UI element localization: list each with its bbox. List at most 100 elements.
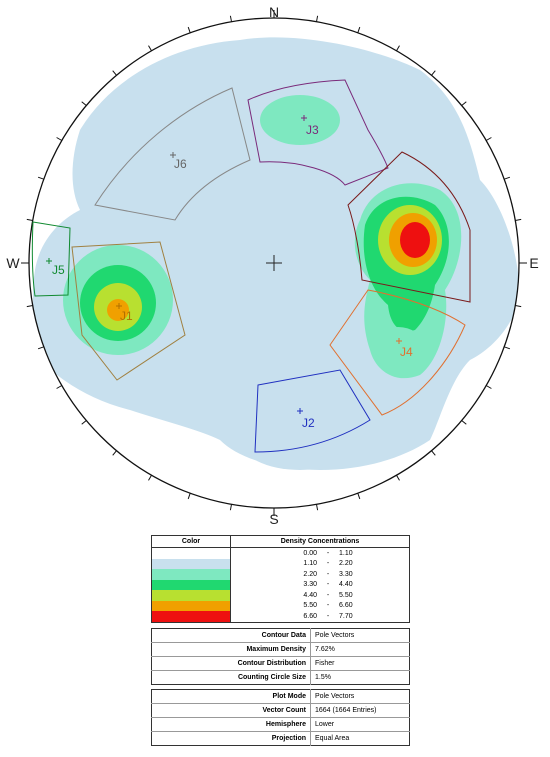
density-range-dash: - [326, 581, 330, 589]
azimuth-tick [37, 176, 44, 180]
azimuth-tick [112, 70, 117, 76]
contour-level-6 [400, 222, 430, 258]
azimuth-tick [112, 450, 117, 456]
window-j1 [71, 241, 186, 381]
density-range: 4.40 - 5.50 [231, 590, 410, 601]
density-column-header: Density Concentrations [230, 535, 410, 548]
density-swatch-cell [151, 569, 231, 580]
set-label-j1: J1 [120, 309, 133, 323]
info-value: Lower [310, 717, 410, 732]
info-value: Equal Area [315, 735, 350, 742]
density-range-from: 0.00 [303, 549, 317, 557]
azimuth-tick [81, 101, 87, 106]
info-key: Hemisphere [151, 717, 311, 732]
compass-east: E [529, 255, 538, 271]
compass-west: W [6, 255, 20, 271]
window-j4 [329, 289, 466, 416]
density-legend-row: 2.20 - 3.30 [151, 569, 410, 580]
color-column-header: Color [151, 535, 231, 548]
azimuth-ticks [21, 10, 527, 516]
density-legend-row: 1.10 - 2.20 [151, 558, 410, 570]
density-range: 0.00 - 1.10 [231, 548, 410, 559]
azimuth-tick [148, 474, 152, 481]
density-swatch-cell [151, 611, 231, 622]
density-range-dash: - [326, 570, 330, 578]
info-row: Plot Mode Pole Vectors [151, 689, 410, 704]
density-range-from: 3.30 [303, 581, 317, 589]
density-range-dash: - [326, 560, 330, 568]
azimuth-tick [396, 45, 400, 52]
density-color-swatch [152, 590, 230, 601]
azimuth-tick [485, 385, 492, 389]
azimuth-tick [56, 385, 63, 389]
info-value: 1.5% [315, 674, 331, 681]
info-value: Pole Vectors [310, 689, 410, 704]
azimuth-tick [229, 15, 232, 22]
window-j2 [254, 369, 371, 453]
density-contours [32, 37, 519, 470]
density-legend-header: Color Density Concentrations [151, 535, 410, 548]
info-key: Maximum Density [151, 642, 311, 657]
info-key: Projection [151, 731, 311, 746]
compass-north: N [269, 4, 279, 20]
density-legend-table: Color Density Concentrations 0.00-1.10 1.… [151, 535, 410, 623]
density-range: 1.10 - 2.20 [231, 559, 410, 570]
azimuth-tick [37, 346, 44, 350]
center-cross [266, 255, 282, 271]
azimuth-tick [26, 305, 33, 308]
density-swatch-cell [151, 579, 231, 590]
plot-info-table: Plot Mode Pole Vectors Vector Count 1664 (1… [151, 689, 410, 746]
azimuth-tick [504, 346, 511, 350]
density-range: 5.50 - 6.60 [231, 601, 410, 612]
azimuth-tick [504, 176, 511, 180]
info-row: Vector Count 1664 (1664 Entries) [151, 703, 410, 718]
set-j3: J3 [301, 115, 319, 137]
density-swatch-cell [151, 558, 231, 569]
window-j5 [31, 221, 71, 297]
joint-set-labels: J1 J2 J3 J4 J5 J6 [46, 115, 413, 430]
info-value: Fisher [310, 656, 410, 671]
info-row: Contour Data Pole Vectors [151, 628, 410, 643]
density-range-from: 2.20 [303, 570, 317, 578]
azimuth-tick [26, 218, 33, 221]
density-range-dash: - [326, 591, 330, 599]
set-label-j5: J5 [52, 263, 65, 277]
density-color-swatch [152, 600, 230, 611]
info-value: 7.62% [310, 642, 410, 657]
set-j1: J1 [116, 303, 133, 323]
set-label-j6: J6 [174, 157, 187, 171]
density-range-to: 5.50 [339, 591, 353, 599]
azimuth-tick [229, 504, 232, 511]
density-range-to: 7.70 [339, 612, 353, 620]
density-range: 6.60 - 7.70 [231, 611, 410, 622]
info-row: Contour Distribution Fisher [151, 656, 410, 671]
info-row: Counting Circle Size 1.5% [151, 670, 410, 685]
density-legend-row: 4.40 - 5.50 [151, 590, 410, 601]
density-range-to: 6.60 [339, 602, 353, 610]
density-range: 2.20 - 3.30 [231, 569, 410, 580]
set-j6: J6 [170, 152, 187, 171]
density-color-swatch [152, 611, 230, 622]
info-row: Projection Equal Area [151, 731, 410, 746]
stereonet-plot: N S E W J1 J2 J3 J4 J5 [6, 4, 538, 527]
contour-level-2 [373, 327, 423, 363]
window-j3 [247, 79, 389, 186]
info-key: Contour Data [151, 628, 311, 643]
contour-level-1 [240, 410, 360, 470]
azimuth-tick [485, 137, 492, 141]
info-key: Vector Count [151, 703, 311, 718]
density-color-swatch [152, 548, 230, 559]
window-j4-main [347, 151, 471, 303]
joint-set-windows [31, 79, 471, 453]
window-j6 [94, 87, 251, 221]
density-range-dash: - [326, 612, 330, 620]
density-range-to: 4.40 [339, 581, 353, 589]
azimuth-tick [316, 15, 319, 22]
density-range-to: 1.10 [339, 549, 353, 557]
azimuth-tick [461, 101, 467, 106]
info-value: Pole Vectors [310, 628, 410, 643]
azimuth-tick [357, 26, 361, 33]
info-key: Plot Mode [151, 689, 311, 704]
set-label-j3: J3 [306, 123, 319, 137]
info-key: Counting Circle Size [151, 670, 311, 685]
